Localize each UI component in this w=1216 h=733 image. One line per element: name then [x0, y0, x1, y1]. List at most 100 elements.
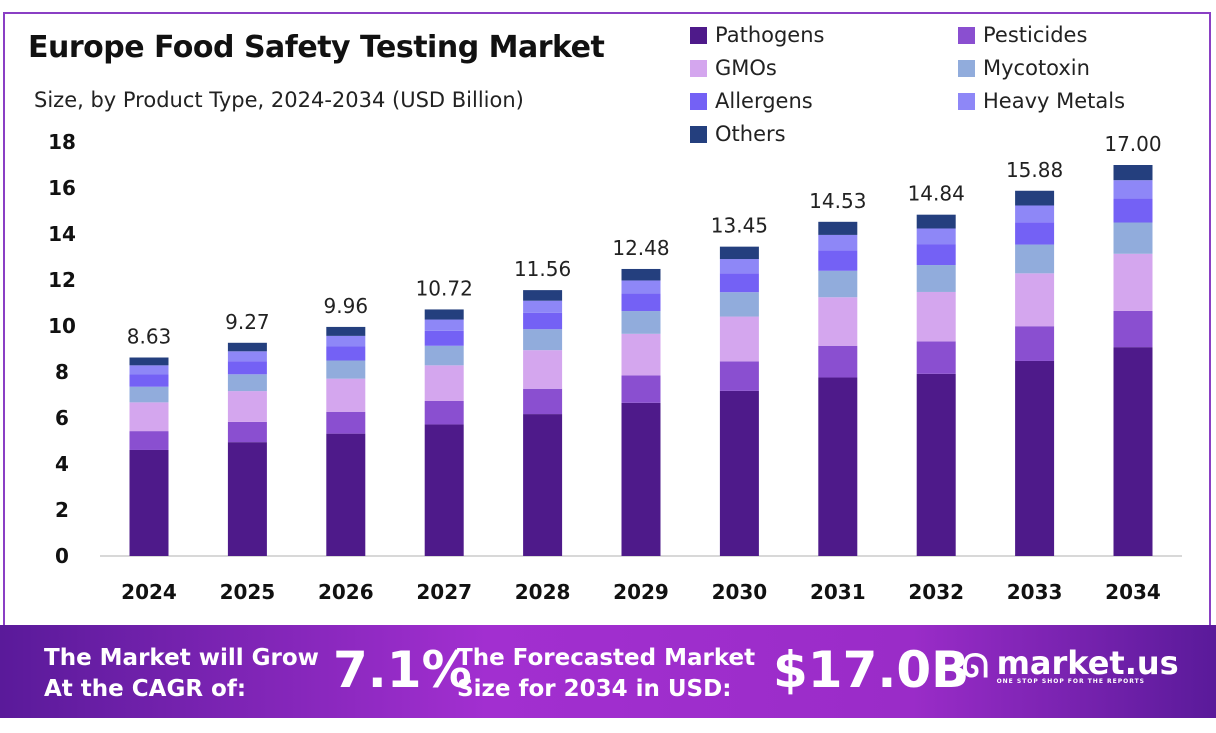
y-tick-label: 16	[48, 176, 76, 200]
legend-label: Allergens	[715, 89, 813, 113]
bar-segment-heavy-metals	[523, 300, 563, 313]
y-tick-label: 18	[48, 130, 76, 154]
legend-label: Others	[715, 122, 786, 146]
bar-segment-mycotoxin	[129, 386, 169, 403]
x-tick-label: 2031	[810, 580, 866, 604]
bar-segment-pathogens	[818, 377, 858, 556]
bar-segment-pesticides	[129, 431, 169, 450]
bar-segment-allergens	[916, 244, 956, 266]
bar-segment-others	[1113, 165, 1153, 181]
total-label: 10.72	[416, 276, 473, 300]
chart-title: Europe Food Safety Testing Market	[28, 30, 605, 65]
total-label: 9.96	[324, 294, 369, 318]
legend-item: Others	[690, 121, 958, 147]
legend-label: Heavy Metals	[983, 89, 1126, 113]
stacked-bar-chart: 0 2 4 6 8 10 12 14 16 18 8.63 2024 9.27 2025 9.96 2026 1…	[48, 130, 1182, 604]
cagr-value: 7.1%	[333, 641, 472, 699]
forecast-label: The Forecasted Market Size for 2034 in US…	[457, 643, 755, 705]
bar-segment-gmos	[1015, 273, 1055, 327]
x-tick-label: 2025	[220, 580, 276, 604]
bar-segment-heavy-metals	[1113, 180, 1153, 199]
legend-item: Mycotoxin	[958, 55, 1208, 81]
bar-segment-heavy-metals	[129, 365, 169, 375]
y-tick-label: 6	[55, 406, 69, 430]
bar-segment-heavy-metals	[719, 259, 759, 274]
legend-item: Pathogens	[690, 22, 958, 48]
bar-segment-pathogens	[523, 414, 563, 556]
total-label: 17.00	[1104, 132, 1161, 156]
logo-tagline: ONE STOP SHOP FOR THE REPORTS	[996, 678, 1145, 685]
bar-segment-others	[621, 268, 661, 281]
legend: Pathogens Pesticides GMOs Mycotoxin Allergen…	[690, 22, 1210, 147]
bar-segment-gmos	[424, 365, 464, 401]
total-label: 12.48	[612, 236, 669, 260]
legend-swatch	[690, 125, 707, 143]
bar-segment-allergens	[227, 361, 267, 375]
y-tick-label: 2	[55, 498, 69, 522]
bar-segment-allergens	[621, 293, 661, 312]
bar-segment-others	[227, 342, 267, 352]
chart-frame	[3, 12, 1211, 712]
legend-item: Heavy Metals	[958, 88, 1208, 114]
bar-segment-heavy-metals	[621, 280, 661, 294]
bar-segment-pathogens	[1113, 347, 1153, 556]
x-tick-label: 2030	[712, 580, 768, 604]
legend-item: Allergens	[690, 88, 958, 114]
y-tick-label: 4	[55, 452, 69, 476]
bar-segment-pesticides	[621, 375, 661, 403]
bar-segment-pathogens	[326, 433, 366, 556]
bar-segment-heavy-metals	[916, 228, 956, 245]
legend-swatch	[958, 26, 975, 44]
bar-segment-gmos	[523, 350, 563, 389]
bar-segment-others	[916, 214, 956, 229]
logo-mark-icon: ᘏ	[962, 647, 989, 685]
bar-segment-mycotoxin	[227, 374, 267, 392]
summary-banner: The Market will Grow At the CAGR of: 7.1%…	[0, 625, 1216, 718]
bar-segment-mycotoxin	[326, 360, 366, 379]
bar-segment-pathogens	[916, 373, 956, 556]
total-label: 8.63	[127, 325, 172, 349]
bar-segment-others	[818, 221, 858, 235]
legend-swatch	[958, 59, 975, 77]
bar-segment-pesticides	[1015, 326, 1055, 361]
bar-segment-gmos	[326, 378, 366, 412]
bar-segment-allergens	[523, 312, 563, 330]
bar-segment-pathogens	[1015, 360, 1055, 556]
bar-segment-pesticides	[227, 421, 267, 443]
bar-segment-mycotoxin	[818, 270, 858, 298]
bar-segment-mycotoxin	[523, 329, 563, 351]
legend-swatch	[690, 92, 707, 110]
bar-segment-others	[719, 246, 759, 260]
bar-segment-heavy-metals	[1015, 205, 1055, 223]
legend-label: Pathogens	[715, 23, 825, 47]
legend-item: Pesticides	[958, 22, 1208, 48]
bar-segment-heavy-metals	[424, 319, 464, 331]
chart-subtitle: Size, by Product Type, 2024-2034 (USD Bi…	[34, 88, 524, 112]
bar-segment-mycotoxin	[719, 292, 759, 317]
total-label: 9.27	[225, 310, 270, 334]
legend-swatch	[958, 92, 975, 110]
x-tick-label: 2034	[1105, 580, 1161, 604]
bar-segment-others	[523, 290, 563, 301]
bar-segment-pathogens	[227, 442, 267, 556]
bar-segment-pathogens	[719, 390, 759, 556]
legend-swatch	[690, 59, 707, 77]
x-tick-label: 2024	[121, 580, 177, 604]
legend-swatch	[690, 26, 707, 44]
legend-label: Pesticides	[983, 23, 1088, 47]
total-label: 14.84	[908, 182, 965, 206]
bar-segment-pesticides	[424, 400, 464, 425]
bar-segment-gmos	[818, 297, 858, 346]
bar-segment-pesticides	[1113, 310, 1153, 348]
bar-segment-allergens	[424, 330, 464, 346]
forecast-value: $17.0B	[773, 641, 970, 699]
y-tick-label: 12	[48, 268, 76, 292]
bar-segment-pesticides	[326, 411, 366, 434]
bar-segment-heavy-metals	[818, 234, 858, 251]
y-tick-label: 0	[55, 544, 69, 568]
cagr-label-line: The Market will Grow	[44, 645, 319, 671]
bar-segment-pathogens	[129, 449, 169, 556]
x-tick-label: 2027	[416, 580, 472, 604]
bar-segment-mycotoxin	[621, 311, 661, 334]
logo-name: market.us	[996, 644, 1179, 682]
